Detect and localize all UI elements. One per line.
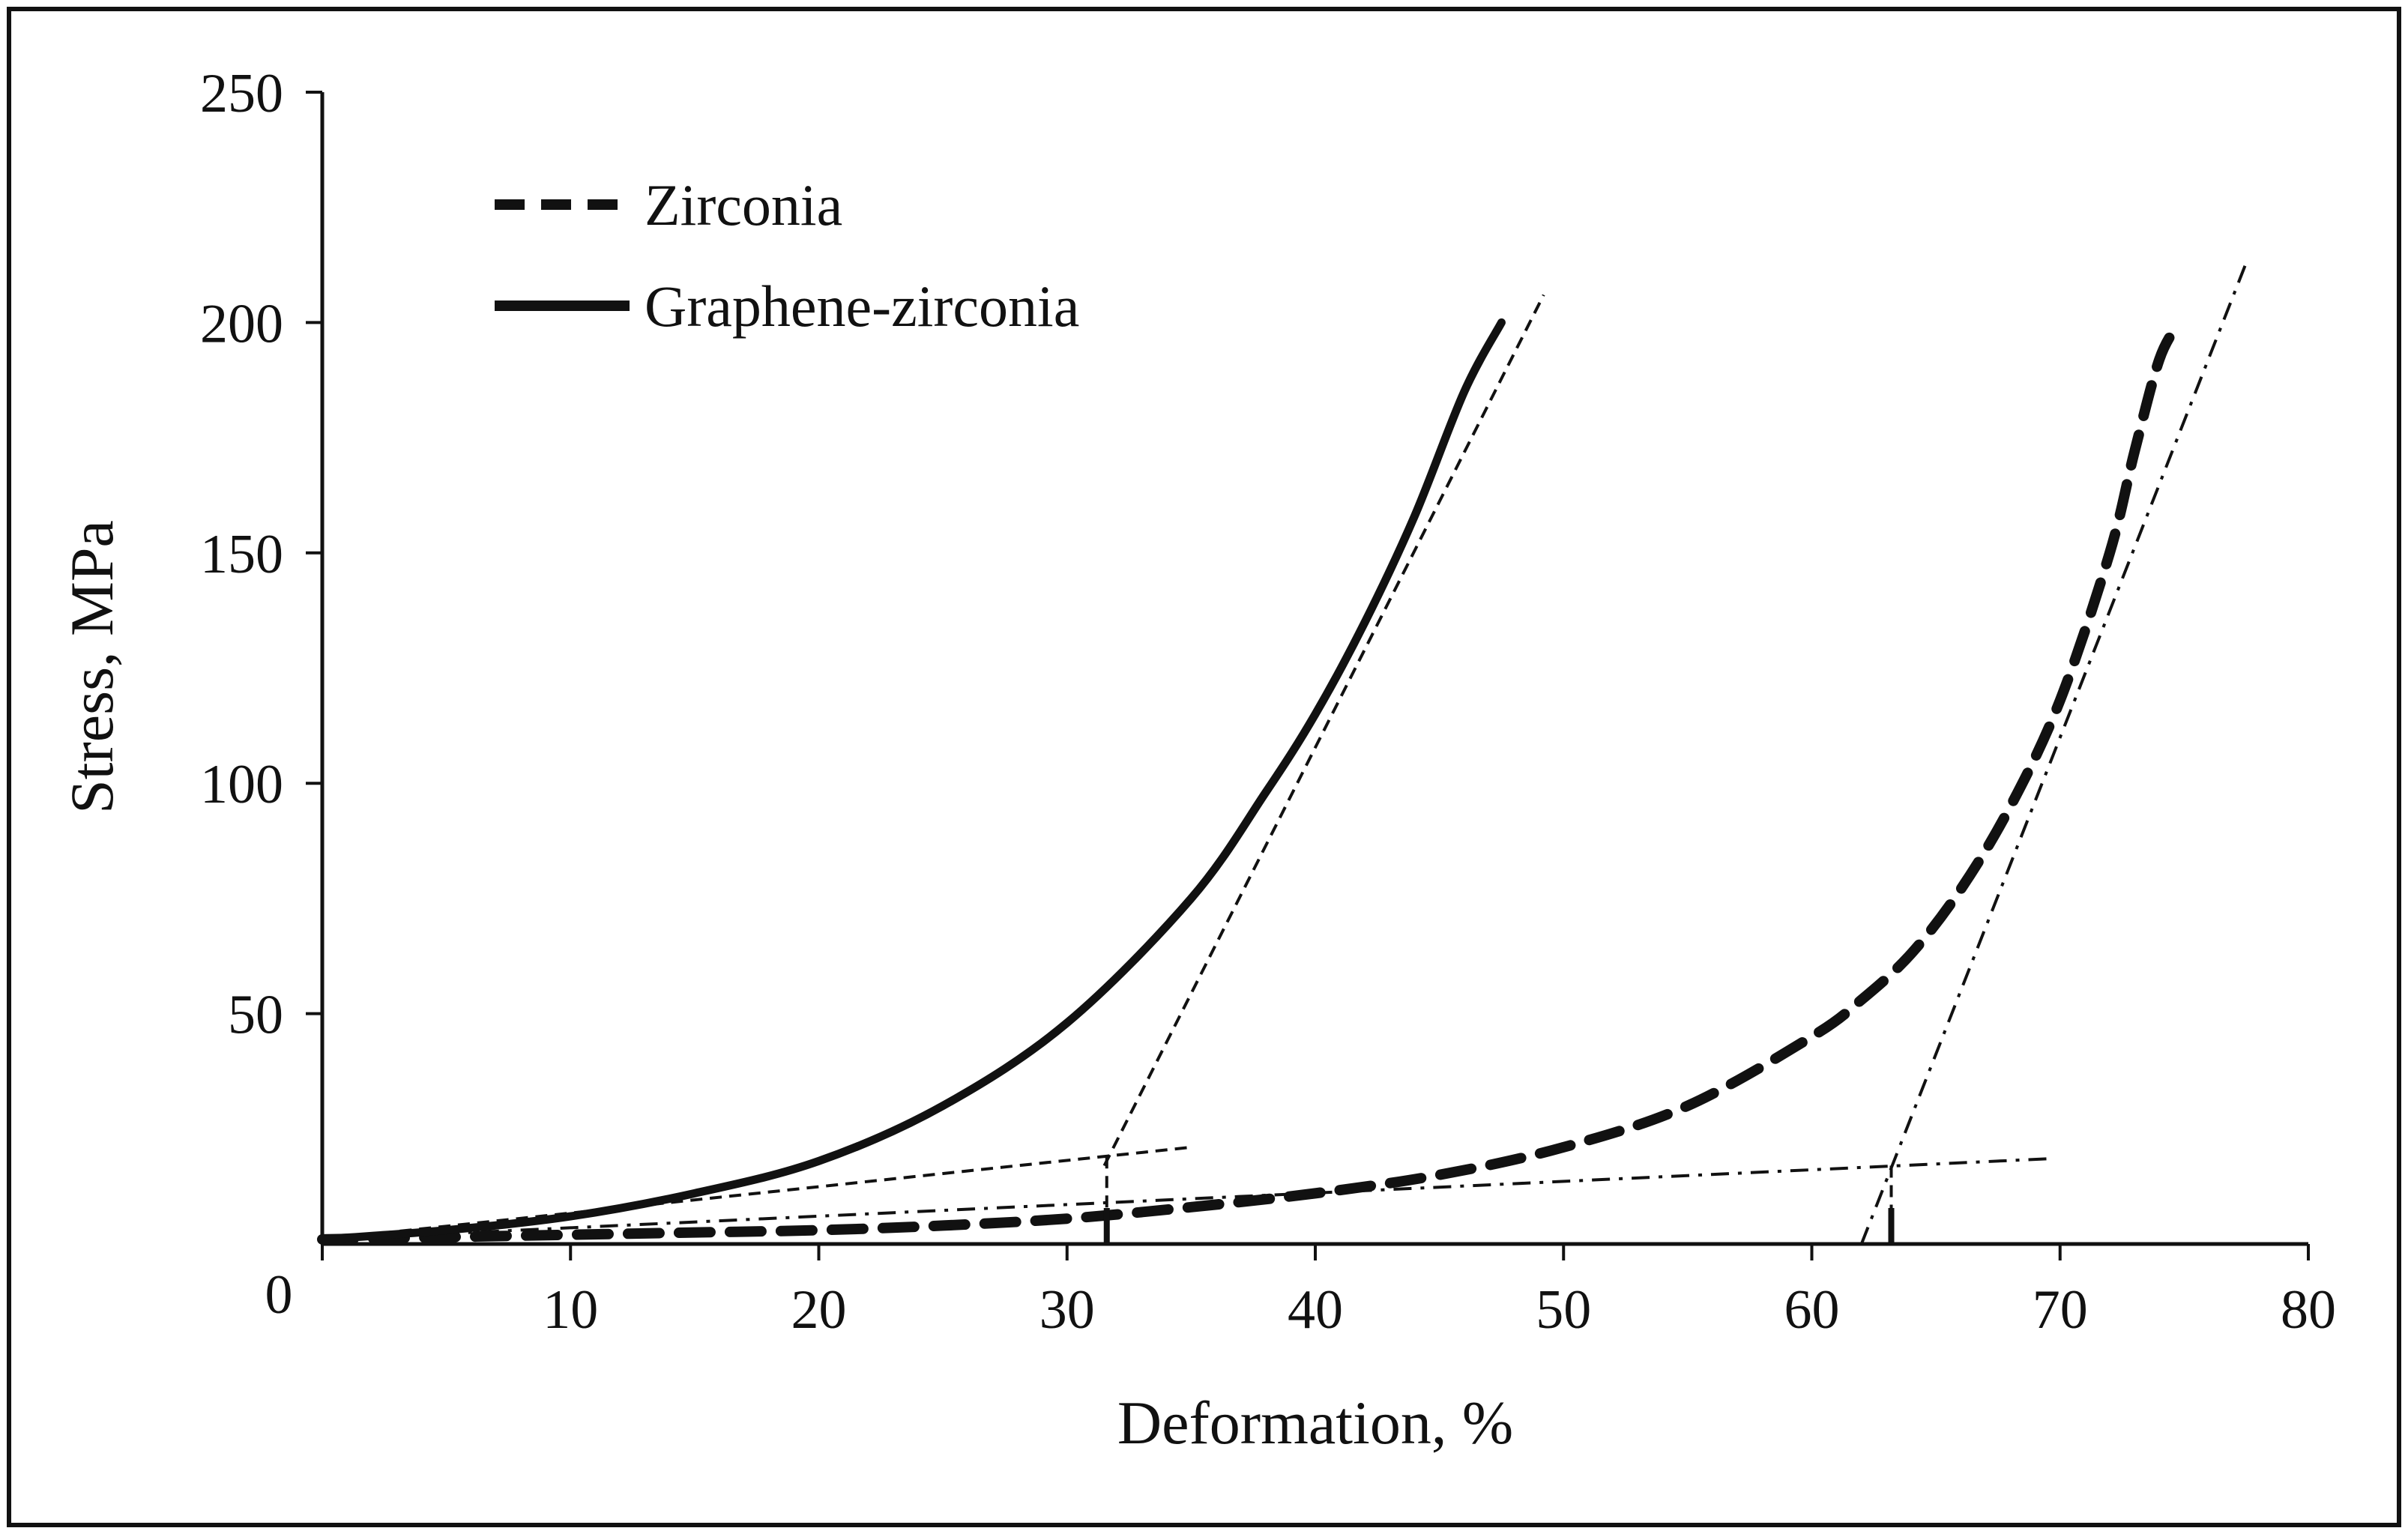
legend-label-zirconia: Zirconia xyxy=(645,172,842,238)
zirconia-tangent-lower-line xyxy=(322,1157,2048,1241)
y-tick-label: 100 xyxy=(200,754,283,815)
data-series xyxy=(317,317,2185,1245)
y-tick-label: 50 xyxy=(228,985,283,1046)
graphene-zirconia-tangent-lower-line xyxy=(322,1145,1192,1241)
x-tick-label: 30 xyxy=(1039,1279,1095,1341)
plot-area xyxy=(317,262,2248,1245)
series-line-zirconia xyxy=(317,317,2185,1245)
legend: Zirconia Graphene-zirconia xyxy=(495,172,1079,339)
axes: 50 100 150 200 250 0 10 20 30 40 50 60 70 80 xyxy=(200,63,2336,1341)
x-tick-label: 80 xyxy=(2281,1279,2336,1341)
x-tick-label: 20 xyxy=(791,1279,847,1341)
x-ticks: 0 10 20 30 40 50 60 70 80 xyxy=(265,1244,2336,1341)
construction-lines xyxy=(322,262,2248,1245)
markers xyxy=(1103,1208,1895,1244)
series-line-graphene-zirconia xyxy=(318,318,1506,1244)
x-tick-label: 0 xyxy=(265,1264,293,1326)
x-axis-title: Deformation, % xyxy=(1117,1389,1513,1457)
y-tick-label: 150 xyxy=(200,524,283,585)
y-axis-title: Stress, MPa xyxy=(58,520,126,814)
zirconia-tangent-upper-line xyxy=(1859,262,2248,1245)
x-tick-label: 60 xyxy=(1784,1279,1840,1341)
x-tick-label: 10 xyxy=(543,1279,598,1341)
graphene-zirconia-tangent-upper-line xyxy=(1102,294,1545,1167)
y-tick-label: 250 xyxy=(200,63,283,124)
y-tick-label: 200 xyxy=(200,293,283,354)
x-tick-label: 70 xyxy=(2033,1279,2088,1341)
x-tick-label: 40 xyxy=(1288,1279,1343,1341)
legend-label-graphene-zirconia: Graphene-zirconia xyxy=(645,274,1079,339)
x-tick-label: 50 xyxy=(1536,1279,1591,1341)
y-ticks: 50 100 150 200 250 xyxy=(200,63,322,1046)
figure-border xyxy=(7,7,2401,1527)
